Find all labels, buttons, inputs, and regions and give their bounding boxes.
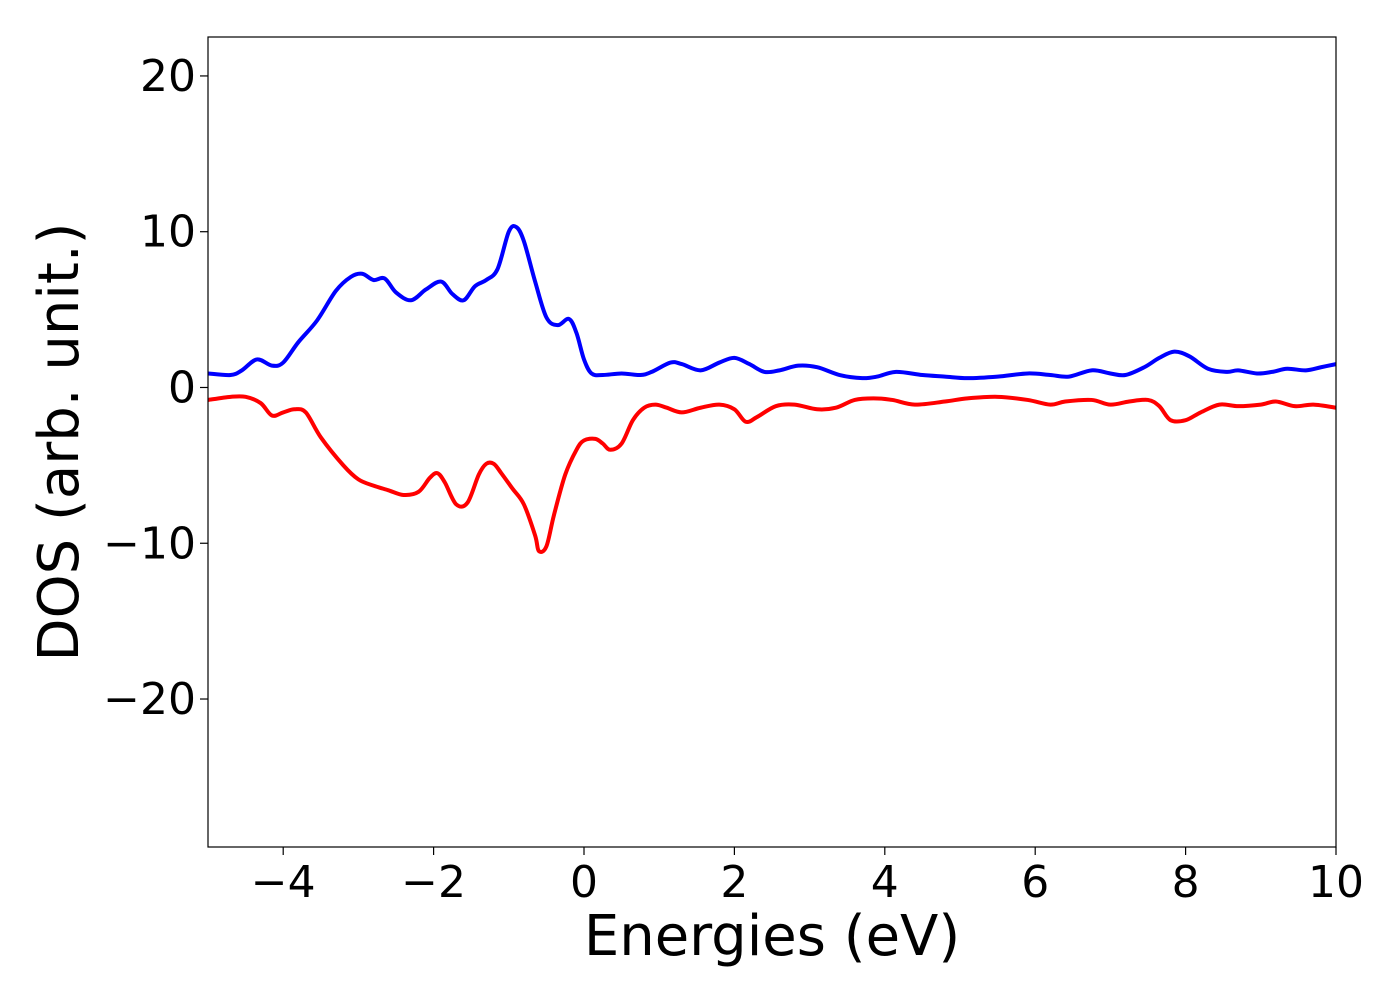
y-tick-label: 0 [168,362,196,413]
series-line-up [207,224,1337,381]
series-layer [207,224,1337,554]
x-tick-label: 10 [1308,857,1364,908]
x-axis: −4 −2 0 2 4 6 8 10 [251,847,1364,908]
y-tick-label: −20 [103,674,196,725]
x-tick-label: −2 [401,857,466,908]
y-tick-label: 20 [140,51,196,102]
x-tick-label: 8 [1172,857,1200,908]
plot-frame [207,36,1337,848]
x-tick-label: 4 [871,857,899,908]
x-tick-label: −4 [251,857,316,908]
x-tick-label: 6 [1021,857,1049,908]
x-axis-title: Energies (eV) [584,904,960,969]
y-tick-label: 10 [140,207,196,258]
y-axis-title: DOS (arb. unit.) [27,222,92,661]
x-tick-label: 2 [720,857,748,908]
y-tick-label: −10 [103,518,196,569]
x-tick-label: 0 [570,857,598,908]
series-line-down [207,394,1337,554]
y-axis: 20 10 0 −10 −20 [103,51,208,725]
